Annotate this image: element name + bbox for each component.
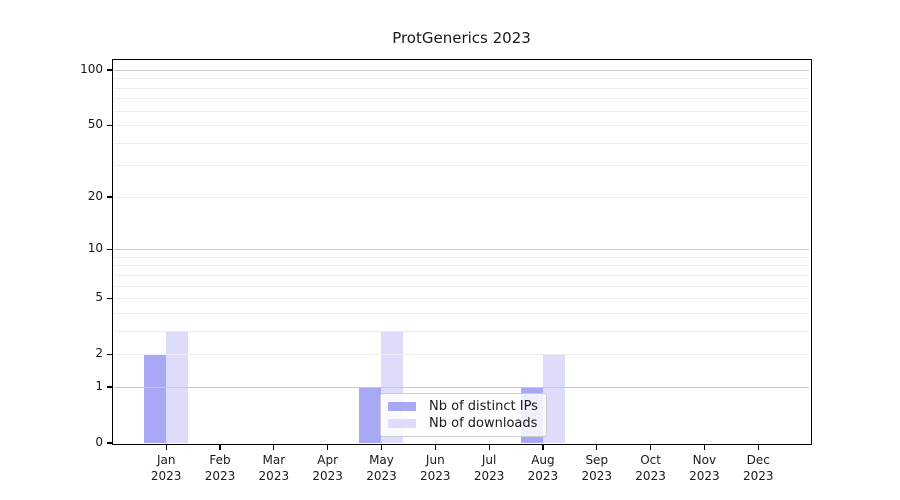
y-tick-label: 2 (95, 346, 103, 361)
x-tick-year: 2023 (581, 469, 613, 483)
x-tick-month: Feb (209, 453, 231, 467)
minor-gridline (114, 196, 809, 198)
y-tick (107, 124, 112, 126)
x-tick (757, 444, 759, 450)
x-tick-month: Dec (746, 453, 770, 467)
x-tick-month: May (369, 453, 394, 467)
y-tick (107, 248, 112, 250)
y-tick-label: 20 (87, 188, 103, 203)
x-tick-year: 2023 (527, 469, 559, 483)
x-tick-year: 2023 (312, 469, 343, 483)
y-tick-label: 5 (95, 290, 103, 305)
x-tick-label: Dec 2023 (728, 452, 788, 484)
bar-distinct-ips-may (359, 386, 382, 443)
minor-gridline (114, 78, 809, 80)
major-gridline (114, 70, 809, 71)
x-tick-label: Sep 2023 (567, 452, 627, 484)
y-tick-label: 0 (95, 435, 103, 449)
y-tick (107, 386, 112, 388)
x-tick-label: Oct 2023 (621, 452, 681, 484)
legend-entry-distinct-ips: Nb of distinct IPs (388, 399, 539, 414)
x-tick (649, 444, 652, 450)
minor-gridline (114, 298, 809, 300)
x-tick-year: 2023 (204, 469, 236, 483)
x-tick-year: 2023 (258, 469, 290, 483)
plot-border (112, 59, 812, 445)
minor-gridline (114, 274, 809, 276)
x-tick-year: 2023 (742, 469, 774, 483)
x-tick-year: 2023 (635, 469, 666, 483)
x-tick (273, 444, 275, 450)
minor-gridline (114, 110, 809, 112)
minor-gridline (114, 87, 809, 89)
x-tick-label: Nov 2023 (674, 452, 734, 484)
y-tick (107, 196, 112, 198)
y-tick-label: 100 (80, 62, 103, 76)
x-tick (596, 444, 598, 450)
x-tick-label: Mar 2023 (244, 452, 304, 484)
x-tick-year: 2023 (473, 469, 505, 483)
x-tick-month: Nov (692, 453, 717, 467)
x-tick (434, 444, 436, 450)
x-tick-month: Mar (262, 453, 286, 467)
minor-gridline (114, 98, 809, 100)
x-tick-label: Jan 2023 (136, 452, 196, 484)
x-tick-month: Sep (585, 453, 609, 467)
major-gridline (114, 386, 809, 388)
x-tick-year: 2023 (150, 469, 182, 483)
minor-gridline (114, 142, 809, 144)
x-tick (488, 444, 490, 450)
x-tick-label: Feb 2023 (190, 452, 250, 484)
minor-gridline (114, 165, 809, 167)
major-gridline (114, 249, 809, 251)
x-tick-label: Jul 2023 (459, 452, 519, 484)
chart-title: ProtGenerics 2023 (392, 29, 531, 47)
y-tick-label: 50 (87, 117, 103, 132)
x-tick (542, 444, 544, 450)
x-tick (219, 444, 221, 450)
bar-downloads-aug (542, 354, 565, 443)
x-tick-year: 2023 (420, 469, 451, 483)
y-tick (107, 297, 112, 299)
y-tick-label: 1 (95, 378, 103, 393)
minor-gridline (114, 265, 809, 267)
x-tick-month: Oct (640, 453, 661, 467)
x-tick-month: Aug (531, 453, 555, 467)
bar-distinct-ips-jan (144, 354, 167, 443)
x-tick-month: Jan (156, 453, 176, 467)
legend-swatch-distinct-ips (388, 402, 416, 411)
x-tick (327, 444, 329, 450)
x-tick (165, 444, 167, 450)
x-tick-year: 2023 (366, 469, 397, 483)
x-tick-month: Apr (317, 453, 339, 467)
minor-gridline (114, 256, 809, 258)
minor-gridline (114, 285, 809, 287)
minor-gridline (114, 354, 809, 356)
minor-gridline (114, 312, 809, 314)
x-tick-label: Apr 2023 (298, 452, 358, 484)
legend: Nb of distinct IPs Nb of downloads (380, 393, 547, 437)
x-tick-year: 2023 (689, 469, 720, 483)
x-tick (380, 444, 383, 450)
legend-label-distinct-ips: Nb of distinct IPs (429, 399, 538, 414)
legend-swatch-downloads (388, 419, 416, 428)
y-tick (107, 442, 112, 444)
minor-gridline (114, 330, 809, 332)
x-tick-label: Jun 2023 (405, 452, 465, 484)
x-tick-label: Aug 2023 (513, 452, 573, 484)
x-tick-month: Jun (425, 453, 445, 467)
x-tick (703, 444, 705, 450)
y-tick (107, 353, 112, 355)
legend-label-downloads: Nb of downloads (429, 416, 538, 431)
x-tick-label: May 2023 (351, 452, 411, 484)
legend-entry-downloads: Nb of downloads (388, 416, 539, 431)
y-tick-label: 10 (87, 241, 103, 256)
minor-gridline (114, 125, 809, 127)
y-tick (107, 69, 112, 71)
x-tick-month: Jul (481, 453, 497, 467)
